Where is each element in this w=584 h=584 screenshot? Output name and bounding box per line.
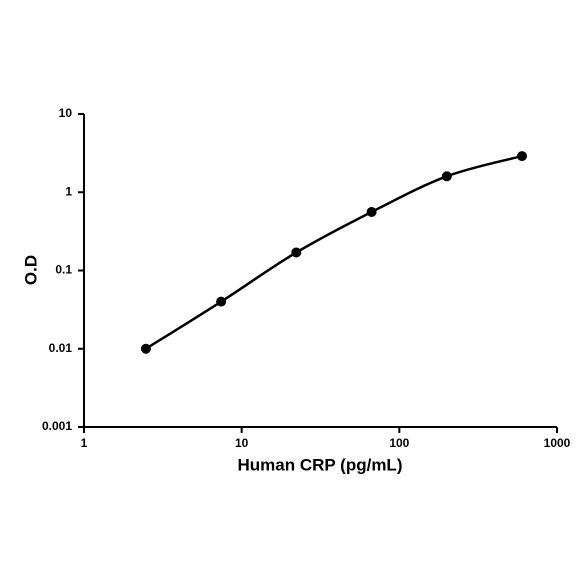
- x-tick-label: 1000: [544, 436, 571, 450]
- y-tick-label: 0.1: [55, 263, 72, 277]
- point: [441, 171, 452, 182]
- x-tick-label: 100: [389, 436, 409, 450]
- y-tick-label: 0.01: [49, 341, 73, 355]
- point: [366, 206, 377, 217]
- y-axis-title: O.D: [21, 255, 40, 285]
- point: [140, 343, 151, 354]
- point: [216, 296, 227, 307]
- line: [145, 154, 523, 350]
- x-axis-title: Human CRP (pg/mL): [238, 455, 403, 474]
- x-tick-label: 1: [81, 436, 88, 450]
- y-tick-label: 0.001: [42, 419, 72, 433]
- y-tick-label: 1: [65, 184, 72, 198]
- x-tick-label: 10: [235, 436, 249, 450]
- point: [517, 151, 528, 162]
- point: [291, 247, 302, 258]
- y-tick-label: 10: [59, 106, 73, 120]
